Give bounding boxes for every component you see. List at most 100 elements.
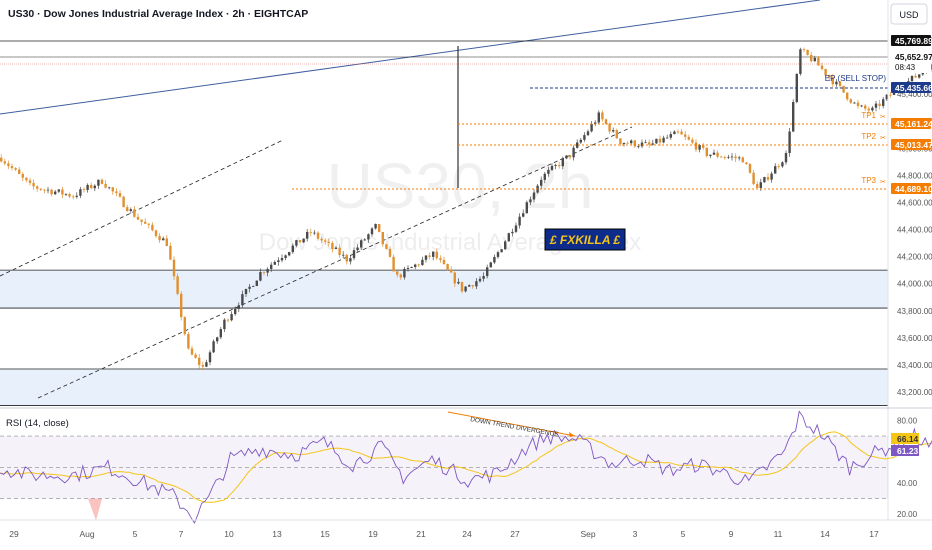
candle-body <box>277 260 280 262</box>
scissors-icon: ✂ <box>880 114 886 121</box>
candle-body <box>741 157 744 163</box>
candle-body <box>309 231 312 233</box>
candle-body <box>212 341 215 353</box>
divergence-arrow <box>447 411 576 437</box>
candle-body <box>518 216 521 226</box>
candle-body <box>604 119 608 124</box>
candle-body <box>54 191 57 195</box>
candle-body <box>799 49 802 74</box>
candle-body <box>734 156 737 159</box>
candle-body <box>252 286 255 287</box>
candle-body <box>111 187 114 192</box>
candle-body <box>856 102 860 107</box>
candle-body <box>280 258 284 261</box>
entry-label: EP (SELL STOP) <box>825 74 887 83</box>
candle-body <box>43 189 46 191</box>
candle-body <box>633 140 636 147</box>
price-tick: 44,200.00 <box>897 253 932 262</box>
price-tag-text: 45,161.24 <box>895 119 932 129</box>
candle-body <box>147 223 150 225</box>
time-tick: 13 <box>272 529 282 539</box>
candle-body <box>918 74 921 78</box>
time-tick: 11 <box>774 529 783 539</box>
candle-body <box>223 319 226 330</box>
candle-body <box>14 168 17 170</box>
candle-body <box>201 364 204 367</box>
candle-body <box>450 269 453 273</box>
candle-body <box>151 224 154 231</box>
candle-body <box>57 189 60 192</box>
candle-body <box>7 163 10 167</box>
candle-body <box>817 57 820 66</box>
candle-body <box>439 258 442 260</box>
candle-body <box>414 264 417 267</box>
candle-body <box>489 262 492 268</box>
candle-body <box>198 357 201 365</box>
candle-body <box>615 130 618 139</box>
candle-body <box>630 140 633 144</box>
candle-body <box>295 240 298 246</box>
price-tag <box>891 139 931 150</box>
candle-body <box>345 254 348 262</box>
candle-body <box>705 147 708 156</box>
rsi-tick: 20.00 <box>897 510 918 519</box>
candle-body <box>882 99 885 106</box>
candle-body <box>180 293 183 318</box>
candle-body <box>396 271 399 275</box>
candle-body <box>712 152 716 155</box>
candle-body <box>637 146 640 148</box>
candle-body <box>702 145 705 148</box>
price-tag-text: 45,013.47 <box>895 140 932 150</box>
candle-body <box>504 241 507 250</box>
candle-body <box>676 131 680 133</box>
candle-body <box>72 196 75 198</box>
candle-body <box>622 142 626 145</box>
channel-line-bottom <box>37 126 633 399</box>
divergence-arrowhead <box>569 432 575 437</box>
candle-body <box>583 135 586 140</box>
price-tag <box>891 118 931 129</box>
candle-body <box>421 259 424 265</box>
candle-body <box>727 156 730 158</box>
rsi-value-tag <box>891 445 919 456</box>
currency-button[interactable] <box>890 3 928 25</box>
time-tick: 15 <box>320 529 330 539</box>
candle-body <box>579 139 582 143</box>
candle-body <box>640 142 644 147</box>
tp-label-2: TP2 <box>861 132 876 141</box>
price-tick: 43,600.00 <box>897 334 932 343</box>
candle-body <box>363 239 366 241</box>
candle-body <box>802 49 806 51</box>
candle-body <box>442 259 446 265</box>
candle-body <box>860 105 863 107</box>
candle-body <box>36 186 39 189</box>
rsi-value-tag <box>891 433 919 444</box>
tp-label-1: TP1 <box>861 111 876 120</box>
candle-body <box>543 173 546 180</box>
zone-2 <box>0 368 888 406</box>
candle-body <box>385 244 388 249</box>
candle-body <box>820 65 824 69</box>
candle-body <box>194 354 197 358</box>
time-tick: 17 <box>869 529 879 539</box>
candle-body <box>781 162 784 167</box>
scissors-icon: ✂ <box>880 179 886 186</box>
candle-body <box>417 264 420 266</box>
candle-body <box>32 183 35 187</box>
candle-body <box>79 189 82 196</box>
candle-body <box>720 156 723 158</box>
candle-body <box>774 166 777 174</box>
candle-body <box>550 165 554 170</box>
candle-body <box>172 259 176 277</box>
candle-body <box>522 213 525 217</box>
candle-body <box>475 281 478 287</box>
candle-body <box>169 245 172 260</box>
candle-body <box>162 238 165 241</box>
candle-body <box>651 143 654 145</box>
candle-body <box>360 240 363 248</box>
candle-body <box>435 251 438 259</box>
time-tick: 9 <box>729 529 734 539</box>
candle-body <box>590 124 593 132</box>
candle-body <box>0 157 3 162</box>
